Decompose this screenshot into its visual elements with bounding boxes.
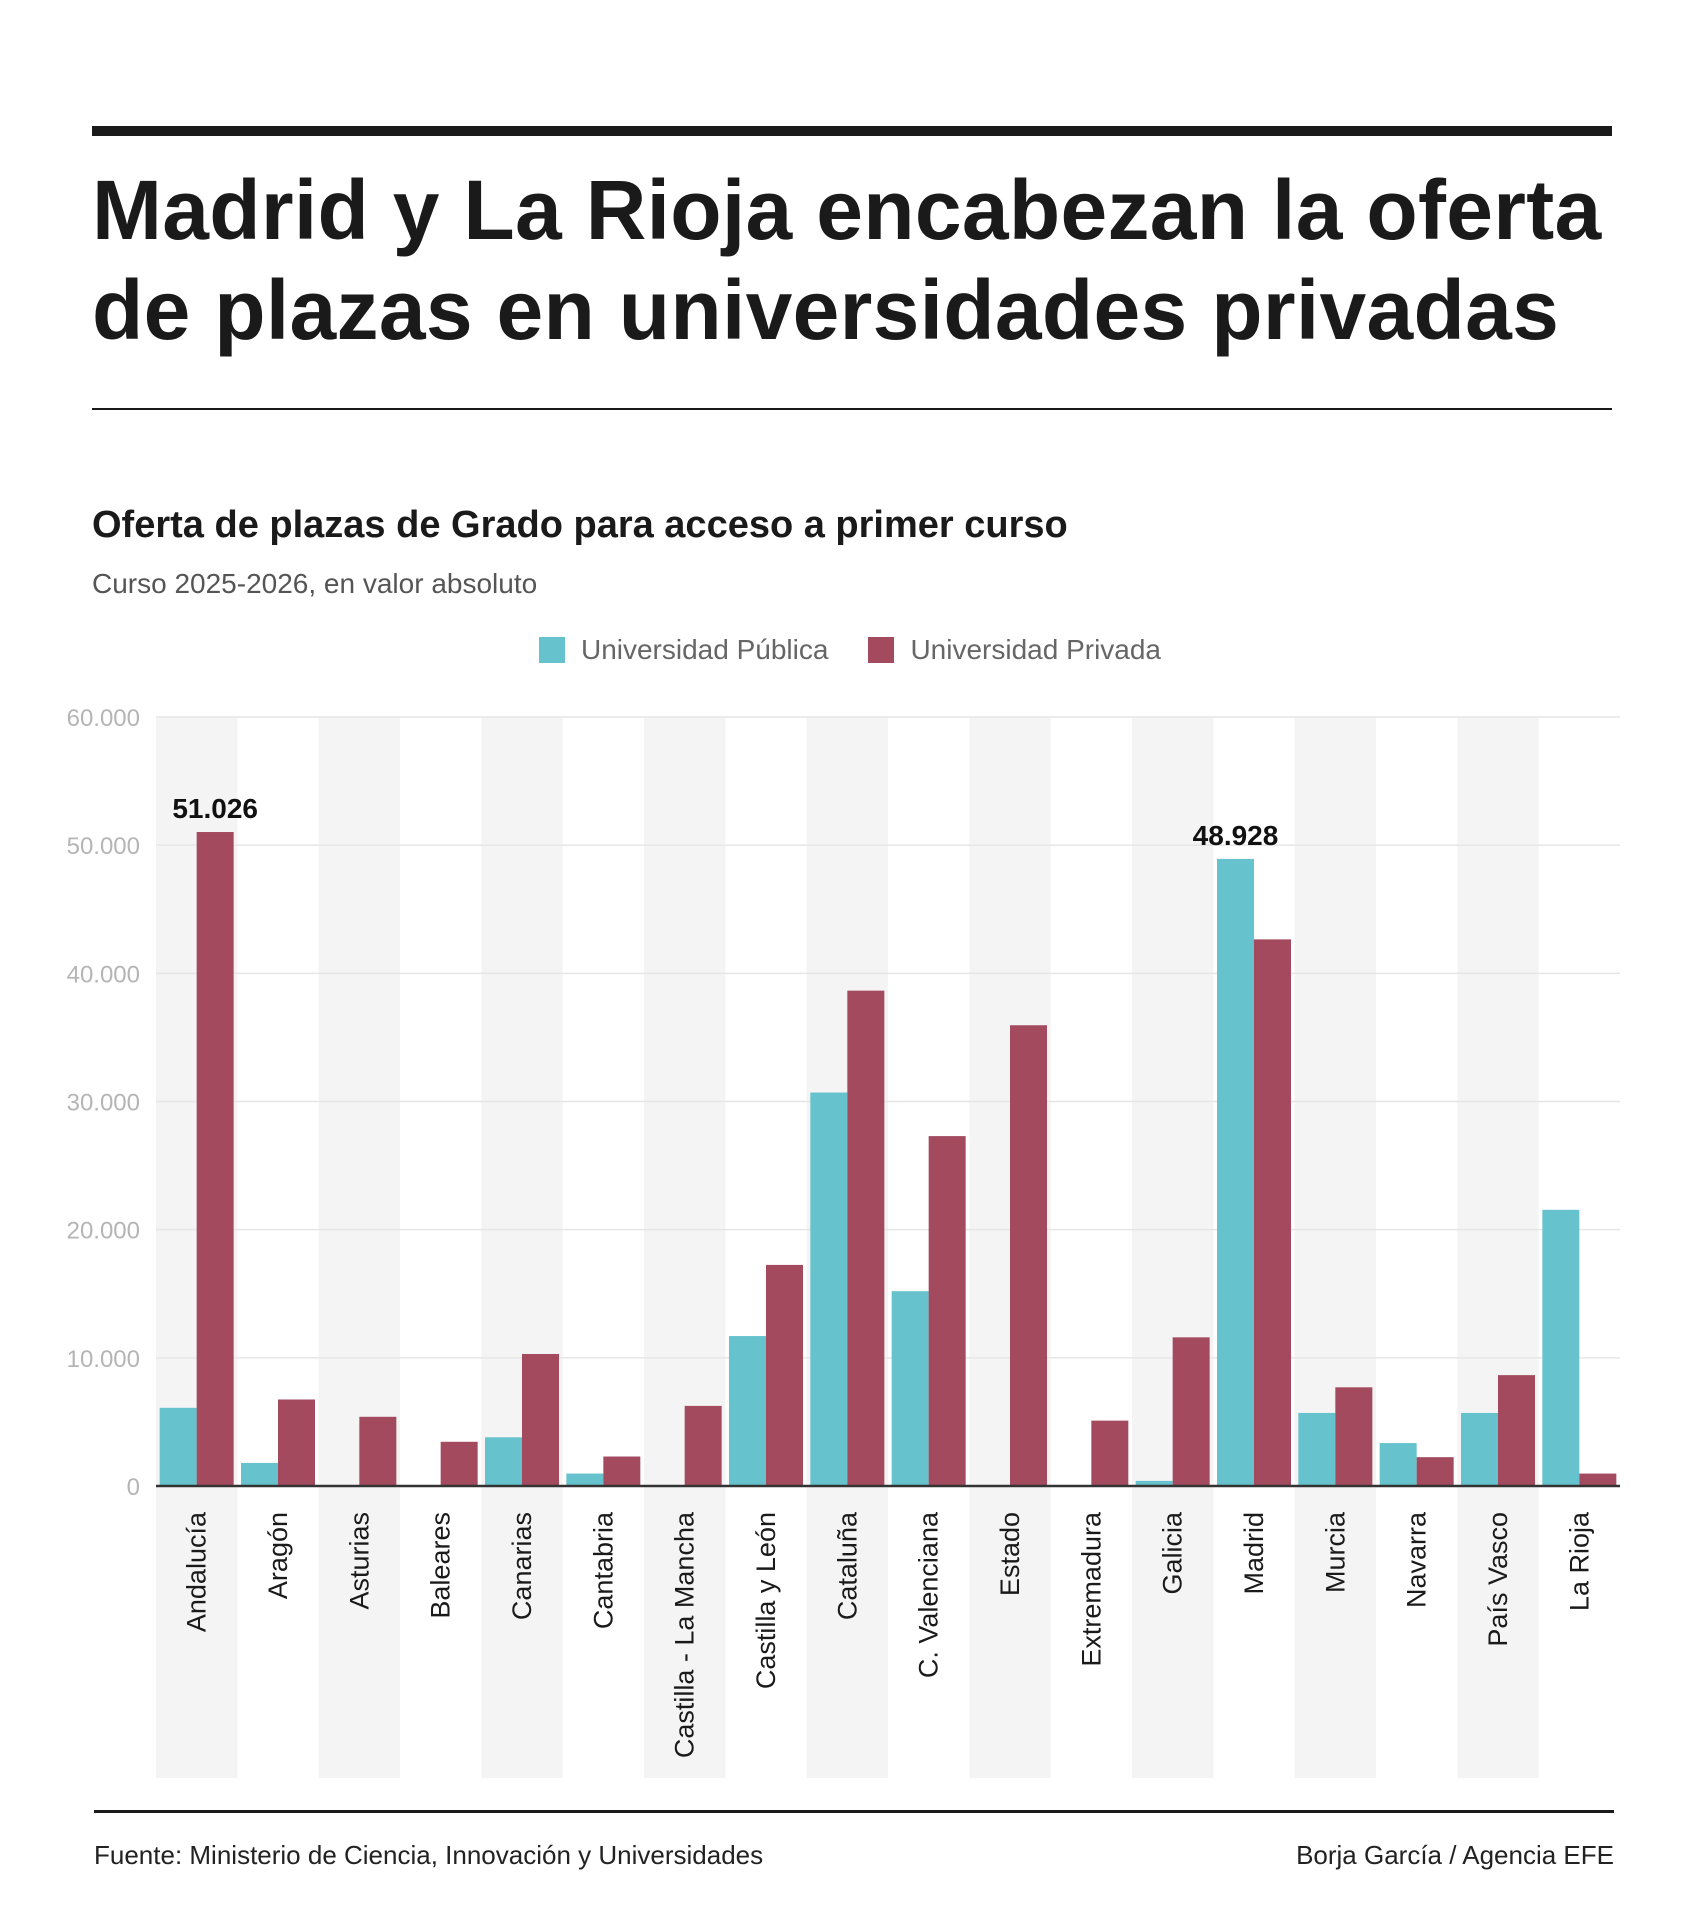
bar-publica (810, 1092, 848, 1486)
headline-line-2: de plazas en universidades privadas (92, 263, 1560, 357)
x-tick-label: Aragón (263, 1512, 293, 1599)
legend-swatch-privada (868, 637, 895, 663)
x-tick-label: Asturias (344, 1512, 374, 1610)
y-tick-label: 0 (127, 1474, 140, 1501)
y-tick-label: 20.000 (67, 1218, 140, 1245)
bar-privada (522, 1353, 559, 1486)
bar-privada (684, 1405, 722, 1486)
y-tick-label: 60.000 (67, 705, 140, 732)
category-stripe (1132, 717, 1214, 1778)
bar-publica (1298, 1412, 1336, 1486)
x-tick-label: Navarra (1402, 1511, 1432, 1608)
legend-item-publica: Universidad Pública (538, 634, 829, 666)
chart-subtitle: Curso 2025-2026, en valor absoluto (92, 568, 538, 599)
legend-swatch-publica (538, 637, 565, 663)
legend-label-privada: Universidad Privada (910, 634, 1162, 665)
bar-privada (603, 1456, 641, 1486)
category-stripe (1294, 717, 1376, 1778)
bar-privada (847, 990, 885, 1486)
bar-privada (1172, 1337, 1210, 1486)
x-tick-label: Castilla - La Mancha (670, 1511, 700, 1758)
x-tick-label: Baleares (426, 1512, 456, 1619)
chart-title: Oferta de plazas de Grado para acceso a … (92, 504, 1068, 546)
x-tick-label: Canarias (507, 1512, 537, 1620)
bar-privada (440, 1441, 478, 1486)
category-stripe (644, 717, 726, 1778)
x-tick-label: C. Valenciana (914, 1511, 944, 1678)
footer-credit: Borja García / Agencia EFE (1296, 1840, 1614, 1870)
legend-item-privada: Universidad Privada (868, 634, 1161, 666)
y-tick-label: 40.000 (67, 961, 140, 988)
bar-privada (278, 1399, 315, 1486)
category-stripe (318, 717, 400, 1778)
x-tick-label: Cantabria (588, 1511, 618, 1629)
bar-privada (1335, 1387, 1373, 1486)
bar-publica (1461, 1412, 1498, 1486)
bar-privada (359, 1416, 397, 1486)
bar-privada (1091, 1420, 1129, 1486)
footer-rule (94, 1810, 1614, 1813)
y-tick-label: 30.000 (67, 1090, 140, 1117)
bar-publica (1542, 1209, 1580, 1486)
x-tick-label: Extremadura (1076, 1511, 1106, 1667)
x-tick-label: Castilla y León (751, 1512, 781, 1689)
legend-label-publica: Universidad Pública (580, 634, 829, 665)
x-tick-label: Madrid (1239, 1512, 1269, 1595)
bar-publica (891, 1291, 929, 1486)
top-thick-rule (92, 126, 1612, 136)
bar-publica (566, 1473, 604, 1486)
x-tick-label: Estado (995, 1512, 1025, 1596)
headline-divider (92, 408, 1612, 410)
headline: Madrid y La Rioja encabezan la oferta de… (92, 160, 1652, 360)
bar-privada (1254, 939, 1291, 1486)
bar-privada (928, 1136, 966, 1486)
x-tick-label: Galicia (1158, 1511, 1188, 1595)
bar-privada (1416, 1457, 1454, 1486)
category-stripe (1457, 717, 1539, 1778)
bar-privada (766, 1264, 803, 1486)
bar-publica (1379, 1443, 1417, 1486)
bar-privada (1498, 1375, 1535, 1486)
chart-legend: Universidad Pública Universidad Privada (0, 634, 1700, 666)
data-label: 51.026 (172, 793, 258, 824)
bar-publica (159, 1407, 197, 1486)
bar-publica (485, 1437, 522, 1486)
bar-publica (241, 1462, 278, 1486)
bar-privada (1579, 1473, 1617, 1486)
x-tick-label: Murcia (1320, 1511, 1350, 1593)
bar-publica (1217, 858, 1254, 1486)
bar-publica (729, 1336, 766, 1486)
bar-publica (1135, 1480, 1173, 1486)
headline-line-1: Madrid y La Rioja encabezan la oferta (92, 163, 1602, 257)
x-tick-label: Cataluña (832, 1511, 862, 1620)
x-tick-label: País Vasco (1483, 1512, 1513, 1647)
data-label: 48.928 (1193, 820, 1279, 851)
y-tick-label: 10.000 (67, 1346, 140, 1373)
bar-privada (1010, 1025, 1047, 1486)
x-tick-label: La Rioja (1564, 1511, 1594, 1611)
x-tick-label: Andalucía (182, 1511, 212, 1632)
category-stripe (481, 717, 563, 1778)
footer-source: Fuente: Ministerio de Ciencia, Innovació… (94, 1840, 764, 1870)
bar-privada (196, 832, 234, 1486)
y-tick-label: 50.000 (67, 833, 140, 860)
